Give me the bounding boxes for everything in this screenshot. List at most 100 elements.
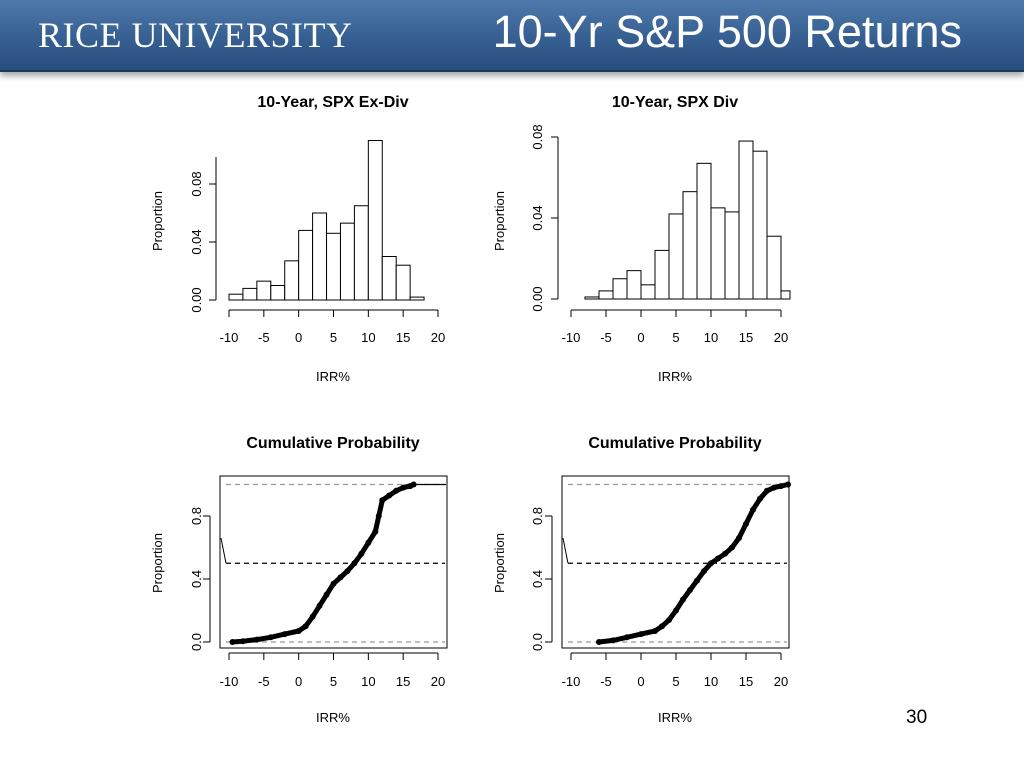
data-point bbox=[729, 544, 735, 551]
histogram-bar bbox=[270, 285, 286, 301]
x-tick-label: 5 bbox=[672, 330, 679, 345]
histogram-bar bbox=[724, 211, 740, 300]
histogram-bar bbox=[668, 213, 684, 300]
x-tick-label: 0 bbox=[637, 330, 644, 345]
chart-title: Cumulative Probability bbox=[246, 435, 419, 452]
slide-title: 10-Yr S&P 500 Returns bbox=[492, 6, 962, 57]
x-tick-label: 0 bbox=[295, 330, 302, 345]
data-point bbox=[295, 627, 302, 634]
chart-2: 10-Year, SPX Div -10 -5 0 5 10 15 20 0.00 0.04 0.0… bbox=[492, 94, 791, 384]
rice-university-logo: RICE UNIVERSITY bbox=[38, 15, 353, 55]
data-point bbox=[708, 560, 714, 567]
data-point bbox=[673, 607, 679, 614]
data-point bbox=[743, 520, 749, 527]
x-tick-label: -5 bbox=[258, 674, 270, 689]
data-point bbox=[736, 535, 742, 542]
y-axis-label: Proportion bbox=[150, 533, 165, 593]
histogram-bar bbox=[228, 293, 244, 301]
data-point bbox=[379, 497, 386, 504]
histogram-bar bbox=[298, 229, 314, 301]
y-tick-label: 0.08 bbox=[189, 171, 204, 196]
data-point bbox=[596, 639, 602, 645]
chart-1: 10-Year, SPX Ex-Div -10 -5 0 5 10 15 20 0.00 0.04… bbox=[150, 94, 445, 384]
data-point bbox=[393, 487, 400, 494]
data-point bbox=[694, 577, 700, 584]
histogram-bar bbox=[640, 284, 656, 300]
histogram-bar bbox=[367, 140, 383, 301]
x-tick-label: -10 bbox=[562, 330, 581, 345]
x-tick-label: 20 bbox=[431, 674, 445, 689]
lead-in-stroke bbox=[562, 537, 569, 564]
y-tick-label: 0.00 bbox=[189, 287, 204, 312]
data-point bbox=[337, 574, 344, 581]
histogram-bar bbox=[256, 280, 272, 301]
plot-frame bbox=[561, 475, 790, 649]
data-point bbox=[771, 484, 777, 491]
histogram-bar bbox=[395, 264, 411, 301]
page-number: 30 bbox=[906, 707, 928, 728]
chart-title: 10-Year, SPX Div bbox=[612, 94, 738, 111]
data-point bbox=[253, 636, 260, 643]
data-point bbox=[778, 483, 784, 490]
data-point bbox=[715, 555, 721, 562]
x-tick-label: -10 bbox=[562, 674, 581, 689]
histogram-bar bbox=[696, 162, 712, 300]
x-tick-label: 20 bbox=[774, 330, 788, 345]
histogram-bar bbox=[654, 249, 670, 300]
y-tick-label: 0.0 bbox=[530, 633, 545, 651]
x-tick-label: 5 bbox=[672, 674, 679, 689]
data-point bbox=[372, 528, 379, 535]
y-tick-label: 0.4 bbox=[189, 570, 204, 588]
data-point bbox=[638, 631, 644, 638]
y-axis-label: Proportion bbox=[150, 191, 165, 251]
histogram-bar bbox=[752, 150, 768, 300]
data-point bbox=[701, 568, 707, 575]
data-point bbox=[330, 580, 337, 587]
data-point bbox=[316, 602, 323, 609]
histogram-bar bbox=[584, 296, 600, 300]
y-tick-label: 0.4 bbox=[530, 570, 545, 588]
x-axis-label: IRR% bbox=[316, 710, 350, 725]
histogram-bar bbox=[326, 232, 341, 301]
data-point bbox=[375, 513, 382, 519]
x-tick-label: -5 bbox=[600, 330, 612, 345]
histogram-bar bbox=[710, 207, 726, 300]
data-point bbox=[323, 591, 330, 598]
x-tick-label: 20 bbox=[774, 674, 788, 689]
x-tick-label: 10 bbox=[704, 330, 718, 345]
histogram-bar bbox=[626, 270, 642, 300]
data-point bbox=[757, 495, 763, 502]
data-point bbox=[365, 539, 372, 546]
data-point bbox=[309, 613, 316, 620]
histogram-bar bbox=[339, 222, 355, 301]
x-tick-label: 15 bbox=[396, 330, 410, 345]
histogram-bar bbox=[409, 296, 425, 301]
histogram-bar bbox=[284, 260, 300, 301]
histogram-bar bbox=[381, 256, 397, 301]
y-axis-label: Proportion bbox=[492, 533, 507, 593]
histogram-bar bbox=[312, 212, 328, 301]
chart-title: 10-Year, SPX Ex-Div bbox=[257, 94, 408, 111]
x-tick-label: 20 bbox=[431, 330, 445, 345]
y-tick-label: 0.8 bbox=[189, 507, 204, 525]
data-point bbox=[239, 638, 246, 645]
x-tick-label: 15 bbox=[739, 674, 753, 689]
x-tick-label: 10 bbox=[704, 674, 718, 689]
data-point bbox=[610, 637, 616, 644]
x-tick-label: 0 bbox=[637, 674, 644, 689]
histogram-bar bbox=[242, 287, 258, 301]
data-point bbox=[764, 487, 770, 494]
slide-header: RICE UNIVERSITY 10-Yr S&P 500 Returns bbox=[0, 0, 1024, 72]
chart-4: Cumulative Probability -10 -5 0 5 10 15 20 0.0 0.… bbox=[492, 435, 791, 725]
y-tick-label: 0.8 bbox=[530, 507, 545, 525]
x-tick-label: -10 bbox=[220, 330, 239, 345]
histogram-bar bbox=[780, 290, 791, 300]
x-axis-label: IRR% bbox=[658, 369, 692, 384]
x-tick-label: 15 bbox=[396, 674, 410, 689]
data-point bbox=[351, 560, 358, 567]
data-point bbox=[687, 587, 693, 594]
histogram-bar bbox=[612, 278, 628, 300]
chart-3: Cumulative Probability -10 -5 0 5 10 15 20 0.0 0.… bbox=[150, 435, 448, 725]
histogram-bar bbox=[353, 205, 369, 301]
